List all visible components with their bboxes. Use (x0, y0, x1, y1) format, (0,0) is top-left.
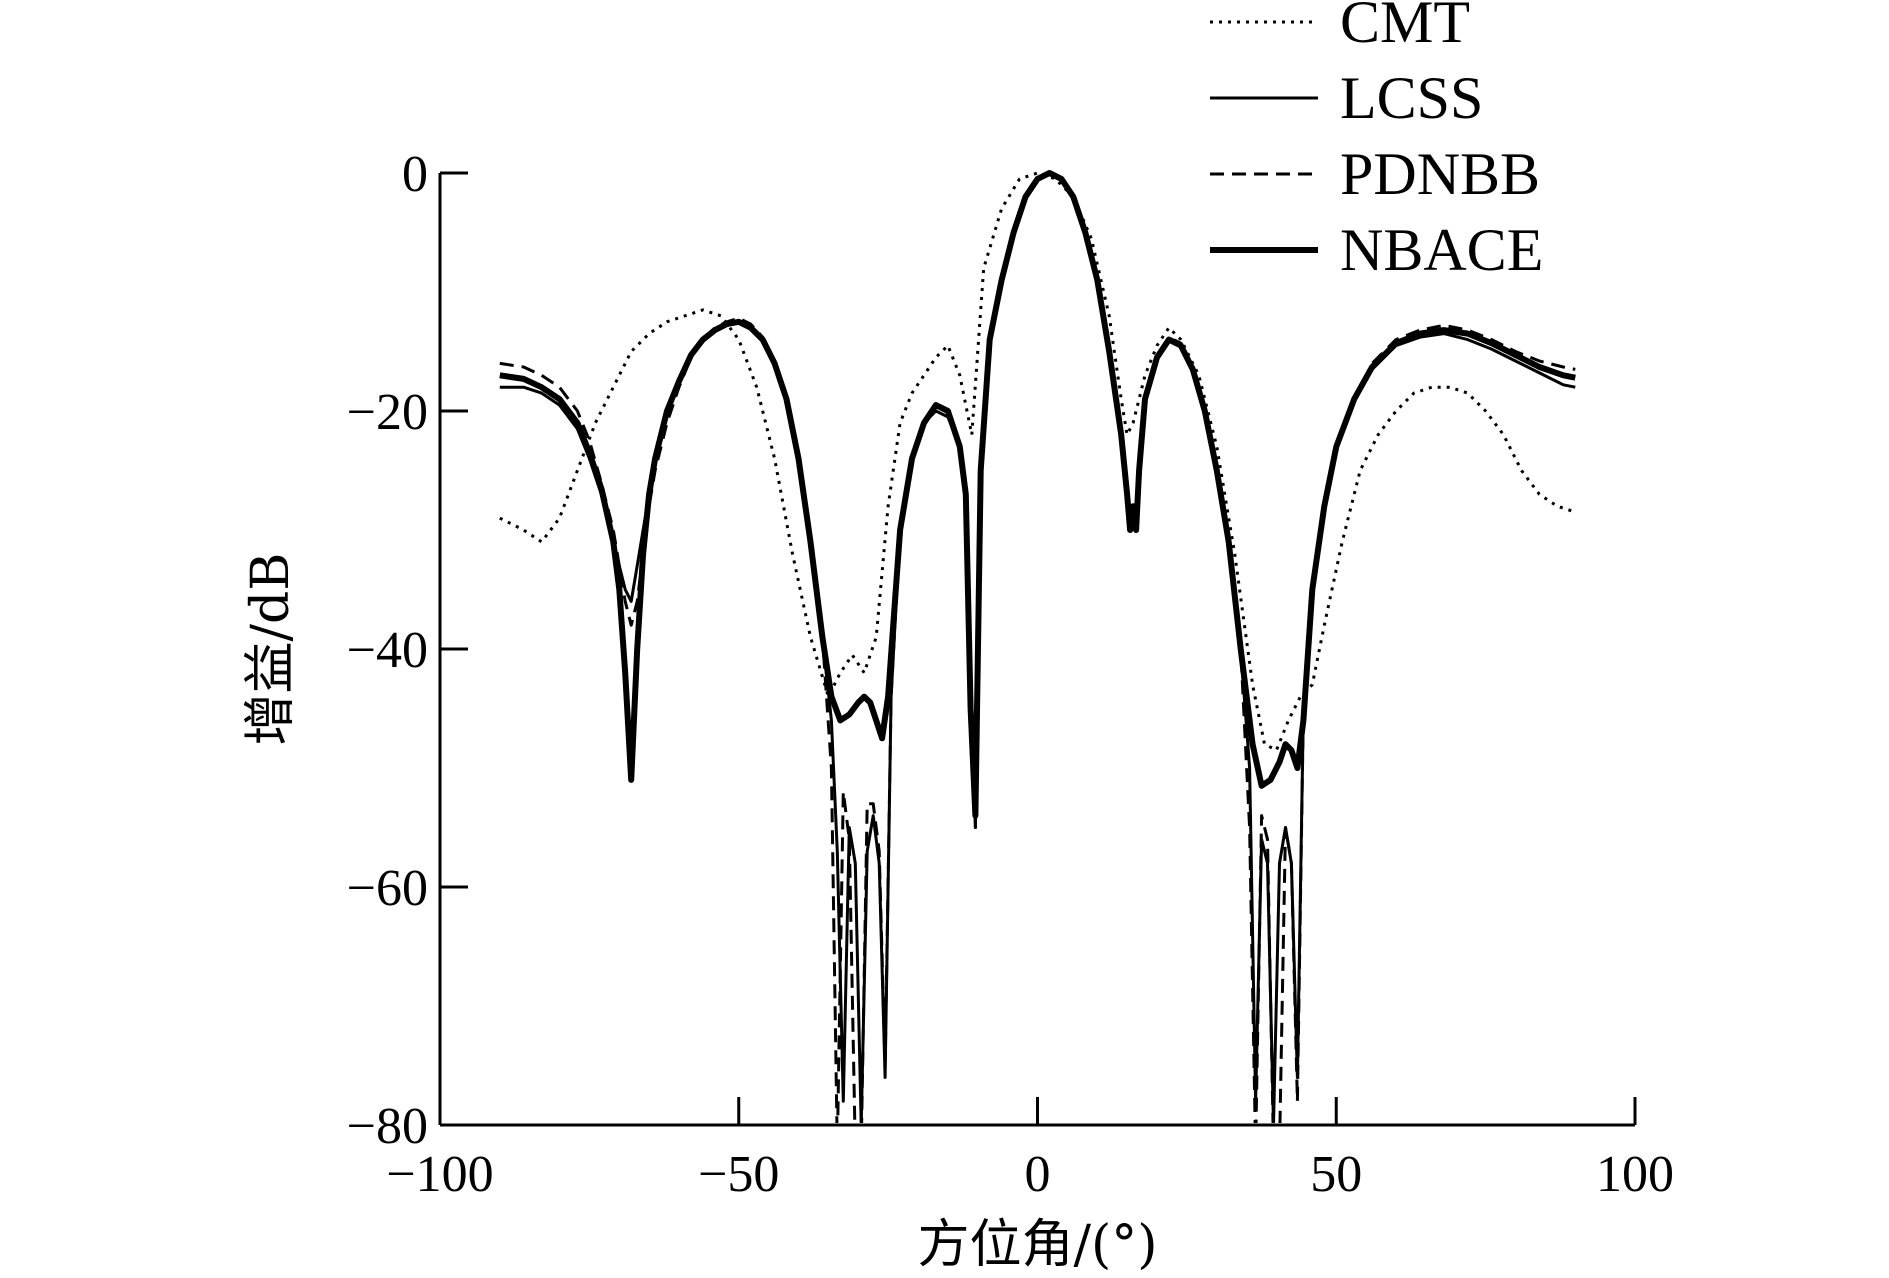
legend-label-nbace: NBACE (1340, 217, 1543, 283)
series-nbace-line (499, 170, 1576, 819)
x-tick-label: 100 (1596, 1146, 1674, 1203)
axes: −100 −50 0 50 100 0 −20 −40 −60 −80 (347, 146, 1674, 1203)
y-tick-label: −80 (347, 1098, 428, 1155)
x-tick-label: 0 (1025, 1146, 1051, 1203)
y-tick-label: −20 (347, 384, 428, 441)
legend-label-pdnbb: PDNBB (1340, 141, 1540, 207)
x-ticks: −100 −50 0 50 100 (386, 1097, 1674, 1203)
y-tick-label: −40 (347, 622, 428, 679)
series-cmt-line (499, 171, 1576, 752)
y-tick-label: −60 (347, 860, 428, 917)
series-pdnbb-line (499, 171, 1576, 1123)
y-axis-title: 增益/dB (241, 552, 301, 745)
y-tick-label: 0 (402, 146, 428, 203)
legend: CMT LCSS PDNBB NBACE (1210, 0, 1543, 283)
plot-lines (499, 170, 1576, 1123)
x-tick-label: 50 (1310, 1146, 1362, 1203)
x-tick-label: −50 (698, 1146, 779, 1203)
x-axis-title: 方位角/(°) (917, 1215, 1157, 1275)
legend-label-lcss: LCSS (1340, 65, 1483, 131)
series-lcss-line (499, 171, 1576, 1123)
x-tick-label: −100 (386, 1146, 493, 1203)
y-ticks: 0 −20 −40 −60 −80 (347, 146, 468, 1155)
legend-label-cmt: CMT (1340, 0, 1470, 55)
